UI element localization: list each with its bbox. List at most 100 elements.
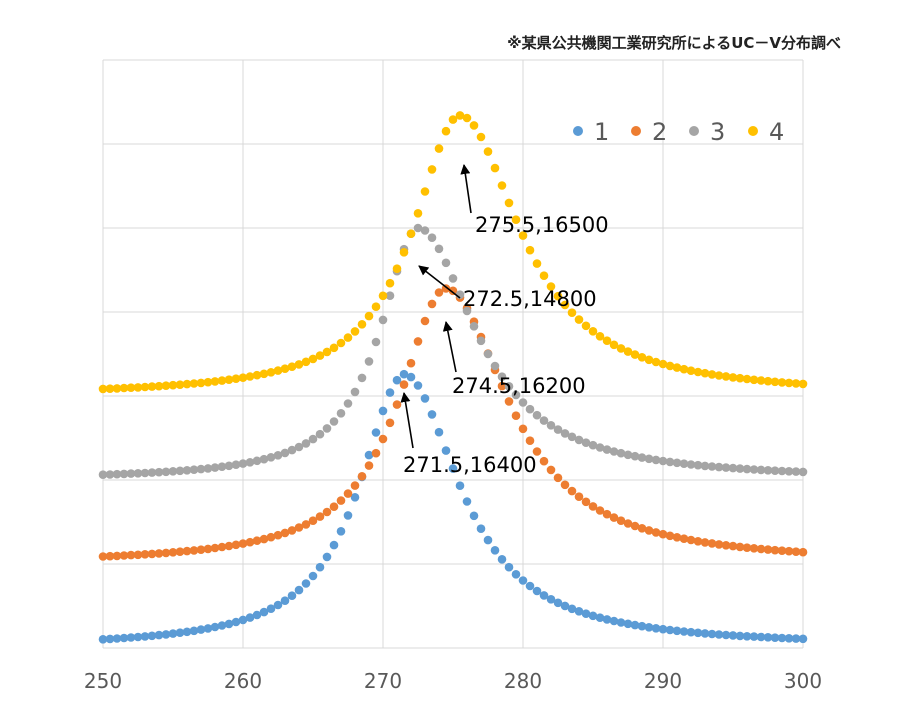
data-point bbox=[686, 627, 696, 637]
data-point bbox=[560, 601, 570, 611]
data-point bbox=[252, 536, 262, 545]
data-point bbox=[609, 340, 619, 350]
data-point bbox=[637, 524, 647, 533]
data-point bbox=[168, 629, 178, 638]
data-point bbox=[161, 548, 171, 558]
peak-annotations: 275.5,16500 272.5,14800 274.5,16200 271.5,1… bbox=[400, 164, 609, 477]
data-point bbox=[406, 358, 416, 368]
data-point bbox=[588, 327, 598, 336]
data-point bbox=[686, 366, 696, 376]
data-point bbox=[714, 371, 724, 380]
data-point bbox=[420, 316, 430, 326]
data-point bbox=[441, 258, 451, 268]
data-point bbox=[182, 379, 192, 389]
data-point bbox=[602, 509, 612, 519]
data-point bbox=[658, 624, 668, 634]
data-point bbox=[427, 165, 437, 174]
data-point bbox=[203, 377, 213, 387]
data-point bbox=[441, 126, 451, 136]
series-1-points bbox=[98, 369, 808, 644]
data-point bbox=[476, 132, 486, 142]
data-point bbox=[140, 468, 150, 478]
data-point bbox=[301, 357, 311, 367]
data-point bbox=[490, 546, 500, 555]
data-point bbox=[763, 545, 773, 554]
data-point bbox=[126, 633, 136, 642]
x-tick-label: 260 bbox=[224, 669, 262, 693]
data-point bbox=[784, 378, 794, 388]
data-point bbox=[119, 469, 129, 479]
data-point bbox=[525, 581, 535, 591]
data-point bbox=[161, 381, 171, 391]
data-point bbox=[581, 609, 591, 618]
data-point bbox=[203, 464, 213, 473]
data-point bbox=[343, 333, 353, 342]
data-point bbox=[553, 425, 563, 434]
data-point bbox=[154, 381, 164, 391]
data-point bbox=[182, 546, 192, 556]
data-point bbox=[133, 469, 143, 478]
data-point bbox=[462, 497, 472, 506]
legend-marker bbox=[573, 126, 583, 136]
legend-marker bbox=[748, 126, 758, 136]
data-point bbox=[798, 547, 808, 557]
gridlines bbox=[102, 59, 804, 648]
data-point bbox=[448, 286, 458, 296]
data-point bbox=[476, 336, 486, 346]
data-point bbox=[210, 622, 220, 632]
data-point bbox=[294, 523, 304, 532]
data-point bbox=[623, 450, 633, 460]
data-point bbox=[385, 278, 395, 288]
data-point bbox=[490, 163, 500, 173]
data-point bbox=[336, 496, 346, 505]
data-point bbox=[273, 451, 283, 460]
data-point bbox=[637, 453, 647, 462]
data-point bbox=[385, 291, 395, 301]
data-point bbox=[385, 418, 395, 428]
data-point bbox=[406, 229, 416, 238]
data-point bbox=[749, 544, 759, 553]
data-point bbox=[420, 226, 430, 235]
data-point bbox=[294, 442, 304, 452]
data-point bbox=[112, 469, 122, 479]
data-point bbox=[182, 466, 192, 475]
x-tick-label: 270 bbox=[364, 669, 402, 693]
data-point bbox=[245, 537, 255, 547]
data-point bbox=[378, 291, 388, 301]
data-point bbox=[756, 465, 766, 475]
data-point bbox=[385, 388, 395, 397]
data-point bbox=[308, 516, 318, 525]
annotation-label: 275.5,16500 bbox=[475, 213, 609, 237]
data-point bbox=[259, 607, 269, 617]
data-point bbox=[616, 344, 626, 353]
data-point bbox=[700, 538, 710, 547]
data-point bbox=[161, 467, 171, 477]
data-point bbox=[252, 370, 262, 380]
data-point bbox=[469, 121, 479, 130]
data-point bbox=[364, 461, 374, 470]
data-point bbox=[364, 311, 374, 321]
data-points bbox=[98, 111, 808, 644]
data-point bbox=[175, 380, 185, 390]
data-point bbox=[392, 264, 402, 274]
data-point bbox=[378, 406, 388, 416]
data-point bbox=[294, 585, 304, 595]
data-point bbox=[189, 626, 199, 636]
data-point bbox=[196, 464, 206, 474]
annotation-arrow bbox=[418, 265, 461, 299]
data-point bbox=[455, 481, 465, 491]
data-point bbox=[469, 511, 479, 521]
data-point bbox=[413, 337, 423, 346]
data-point bbox=[245, 458, 255, 467]
data-point bbox=[280, 364, 290, 374]
data-point bbox=[231, 540, 241, 550]
data-point bbox=[763, 633, 773, 642]
data-point bbox=[266, 604, 276, 613]
data-point bbox=[315, 562, 325, 572]
data-point bbox=[343, 489, 353, 498]
data-point bbox=[735, 464, 745, 473]
data-point bbox=[231, 374, 241, 384]
x-axis: 250 260 270 280 290 300 bbox=[84, 647, 822, 693]
data-point bbox=[217, 376, 227, 385]
data-point bbox=[154, 467, 164, 477]
